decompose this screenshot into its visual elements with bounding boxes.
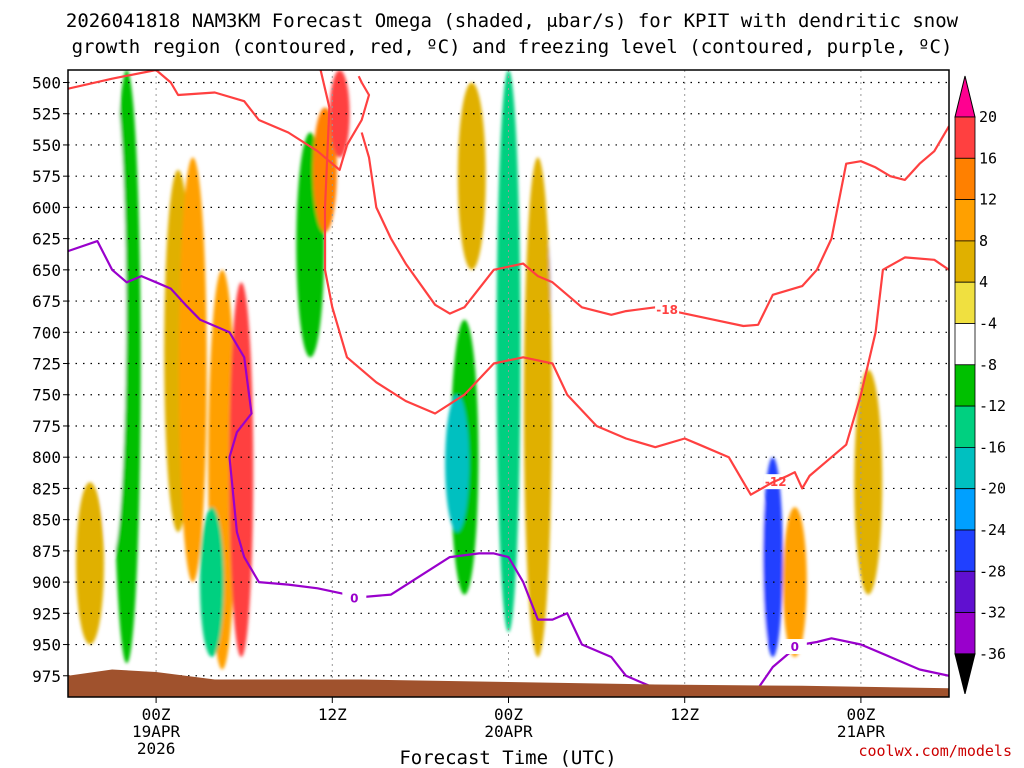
dgz-contour-1	[319, 70, 949, 496]
omega-cell-15	[445, 394, 470, 533]
colorbar-label-2: 12	[979, 191, 997, 209]
dgz-contour-0	[68, 70, 371, 171]
colorbar-band-2	[954, 199, 976, 242]
colorbar-band-7	[954, 405, 976, 448]
omega-cell-20	[457, 82, 486, 270]
omega-cell-17	[496, 70, 521, 633]
ytick-label-675: 675	[32, 292, 61, 311]
omega-cell-6	[178, 157, 207, 583]
colorbar-label-13: -36	[979, 645, 1006, 663]
xtick-label-6-0: 00Z	[142, 705, 171, 724]
ytick-label-700: 700	[32, 323, 61, 342]
colorbar-bottom-arrow	[954, 653, 976, 695]
ytick-label-775: 775	[32, 417, 61, 436]
ytick-label-975: 975	[32, 667, 61, 686]
colorbar-label-4: 4	[979, 273, 988, 291]
xtick-label-42-0: 12Z	[670, 705, 699, 724]
colorbar-label-3: 8	[979, 232, 988, 250]
omega-cell-23	[762, 457, 783, 658]
omega-cell-13	[329, 70, 350, 158]
dgz-contours: -12-18	[68, 70, 949, 496]
xtick-label-6-2: 2026	[137, 739, 176, 758]
dgz-label-2: -18	[656, 303, 678, 317]
colorbar-label-5: -4	[979, 315, 997, 333]
plot-area: -12-18 00	[68, 70, 949, 697]
colorbar-band-10	[954, 529, 976, 572]
terrain-surface	[68, 669, 949, 697]
freezing-label-bg-1	[782, 639, 807, 655]
ytick-label-850: 850	[32, 511, 61, 530]
colorbar-label-9: -20	[979, 480, 1006, 498]
colorbar-band-6	[954, 364, 976, 407]
xtick-label-54-0: 00Z	[846, 705, 875, 724]
omega-cell-19	[523, 157, 552, 658]
ytick-label-500: 500	[32, 73, 61, 92]
colorbar-band-3	[954, 240, 976, 283]
ytick-label-875: 875	[32, 542, 61, 561]
colorbar-top-arrow	[954, 75, 976, 118]
ytick-label-725: 725	[32, 355, 61, 374]
xtick-label-6-1: 19APR	[132, 722, 181, 741]
colorbar-band-0	[954, 116, 976, 159]
colorbar-band-1	[954, 157, 976, 201]
dgz-contour-2	[360, 125, 949, 328]
xtick-label-30-1: 20APR	[484, 722, 533, 741]
colorbar-band-4	[954, 281, 976, 324]
ytick-label-925: 925	[32, 604, 61, 623]
omega-cell-21	[560, 232, 589, 645]
ytick-label-525: 525	[32, 105, 61, 124]
ytick-label-550: 550	[32, 136, 61, 155]
x-axis-label: Forecast Time (UTC)	[399, 747, 616, 768]
colorbar-band-8	[954, 446, 976, 490]
freezing-label-1: 0	[791, 640, 799, 654]
omega-cell-24	[782, 507, 807, 658]
colorbar-band-12	[954, 612, 976, 655]
xtick-label-54-1: 21APR	[837, 722, 886, 741]
omega-shading	[76, 70, 883, 670]
freezing-label-0: 0	[350, 591, 358, 605]
ytick-label-750: 750	[32, 386, 61, 405]
ytick-label-825: 825	[32, 479, 61, 498]
xtick-label-30-0: 00Z	[494, 705, 523, 724]
colorbar-label-0: 20	[979, 108, 997, 126]
colorbar-band-11	[954, 570, 976, 613]
omega-cell-4	[76, 482, 105, 645]
dgz-label-bg-2	[655, 301, 680, 317]
colorbar-band-5	[954, 323, 976, 366]
xtick-label-18-0: 12Z	[318, 705, 347, 724]
watermark: coolwx.com/models	[858, 742, 1012, 760]
y-axis-ticks: 500 525 550 575 600 625 650 675 700 725 750 775 800 8…	[32, 73, 68, 686]
chart-title-line1: 2026041818 NAM3KM Forecast Omega (shaded…	[66, 10, 959, 32]
ytick-label-625: 625	[32, 230, 61, 249]
colorbar-label-11: -28	[979, 562, 1006, 580]
colorbar-label-12: -32	[979, 604, 1006, 622]
freezing-label-bg-0	[342, 590, 367, 606]
freezing-contour-0	[68, 240, 685, 696]
colorbar-label-1: 16	[979, 149, 997, 167]
ytick-label-900: 900	[32, 573, 61, 592]
ytick-label-650: 650	[32, 261, 61, 280]
chart-title-line2: growth region (contoured, red, ºC) and f…	[72, 36, 953, 58]
colorbar-label-8: -16	[979, 438, 1006, 456]
ytick-label-600: 600	[32, 198, 61, 217]
ytick-label-800: 800	[32, 448, 61, 467]
colorbar-label-10: -24	[979, 521, 1006, 539]
ytick-label-575: 575	[32, 167, 61, 186]
colorbar-band-9	[954, 488, 976, 531]
colorbar-label-7: -12	[979, 397, 1006, 415]
colorbar-label-6: -8	[979, 356, 997, 374]
freezing-contours: 00	[68, 240, 949, 696]
colorbar: 20 16 12 8 4 -4 -8 -12 -16 -20 -24 -28 -32 -36	[954, 75, 1006, 695]
omega-cell-3	[98, 76, 127, 558]
omega-cell-12	[312, 107, 337, 233]
ytick-label-950: 950	[32, 636, 61, 655]
